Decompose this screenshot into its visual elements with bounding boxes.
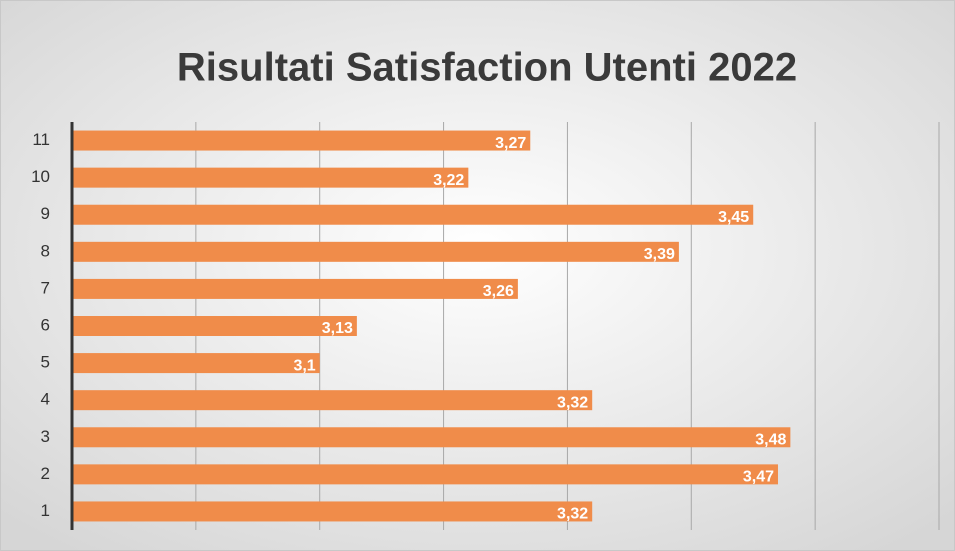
chart-title: Risultati Satisfaction Utenti 2022	[177, 46, 797, 90]
data-label: 3,22	[433, 172, 464, 189]
y-tick-label: 1	[41, 501, 50, 520]
data-label: 3,32	[557, 506, 588, 523]
data-label: 3,32	[557, 394, 588, 411]
bar	[72, 241, 679, 262]
data-label: 3,1	[293, 357, 315, 374]
data-label: 3,45	[718, 209, 749, 226]
data-label: 3,27	[495, 135, 526, 152]
data-label: 3,47	[743, 469, 774, 486]
y-tick-label: 8	[41, 241, 50, 260]
bar	[72, 353, 320, 374]
data-label: 3,26	[483, 283, 514, 300]
y-tick-label: 3	[41, 427, 50, 446]
y-tick-label: 5	[41, 353, 50, 372]
y-tick-label: 9	[41, 204, 50, 223]
bar	[72, 390, 593, 411]
bar	[72, 278, 518, 299]
bar	[72, 130, 531, 151]
data-label: 3,39	[644, 246, 675, 263]
y-tick-label: 7	[41, 278, 50, 297]
bar	[72, 204, 754, 225]
bar	[72, 427, 791, 448]
y-tick-label: 6	[41, 315, 50, 334]
y-tick-label: 11	[32, 130, 50, 149]
bar	[72, 464, 778, 485]
data-label: 3,13	[322, 320, 353, 337]
y-tick-label: 4	[41, 390, 50, 409]
bar	[72, 316, 357, 336]
bar	[72, 167, 469, 188]
bar	[72, 501, 593, 522]
y-tick-label: 10	[31, 167, 50, 186]
data-label: 3,48	[755, 431, 786, 448]
y-tick-label: 2	[41, 464, 50, 483]
